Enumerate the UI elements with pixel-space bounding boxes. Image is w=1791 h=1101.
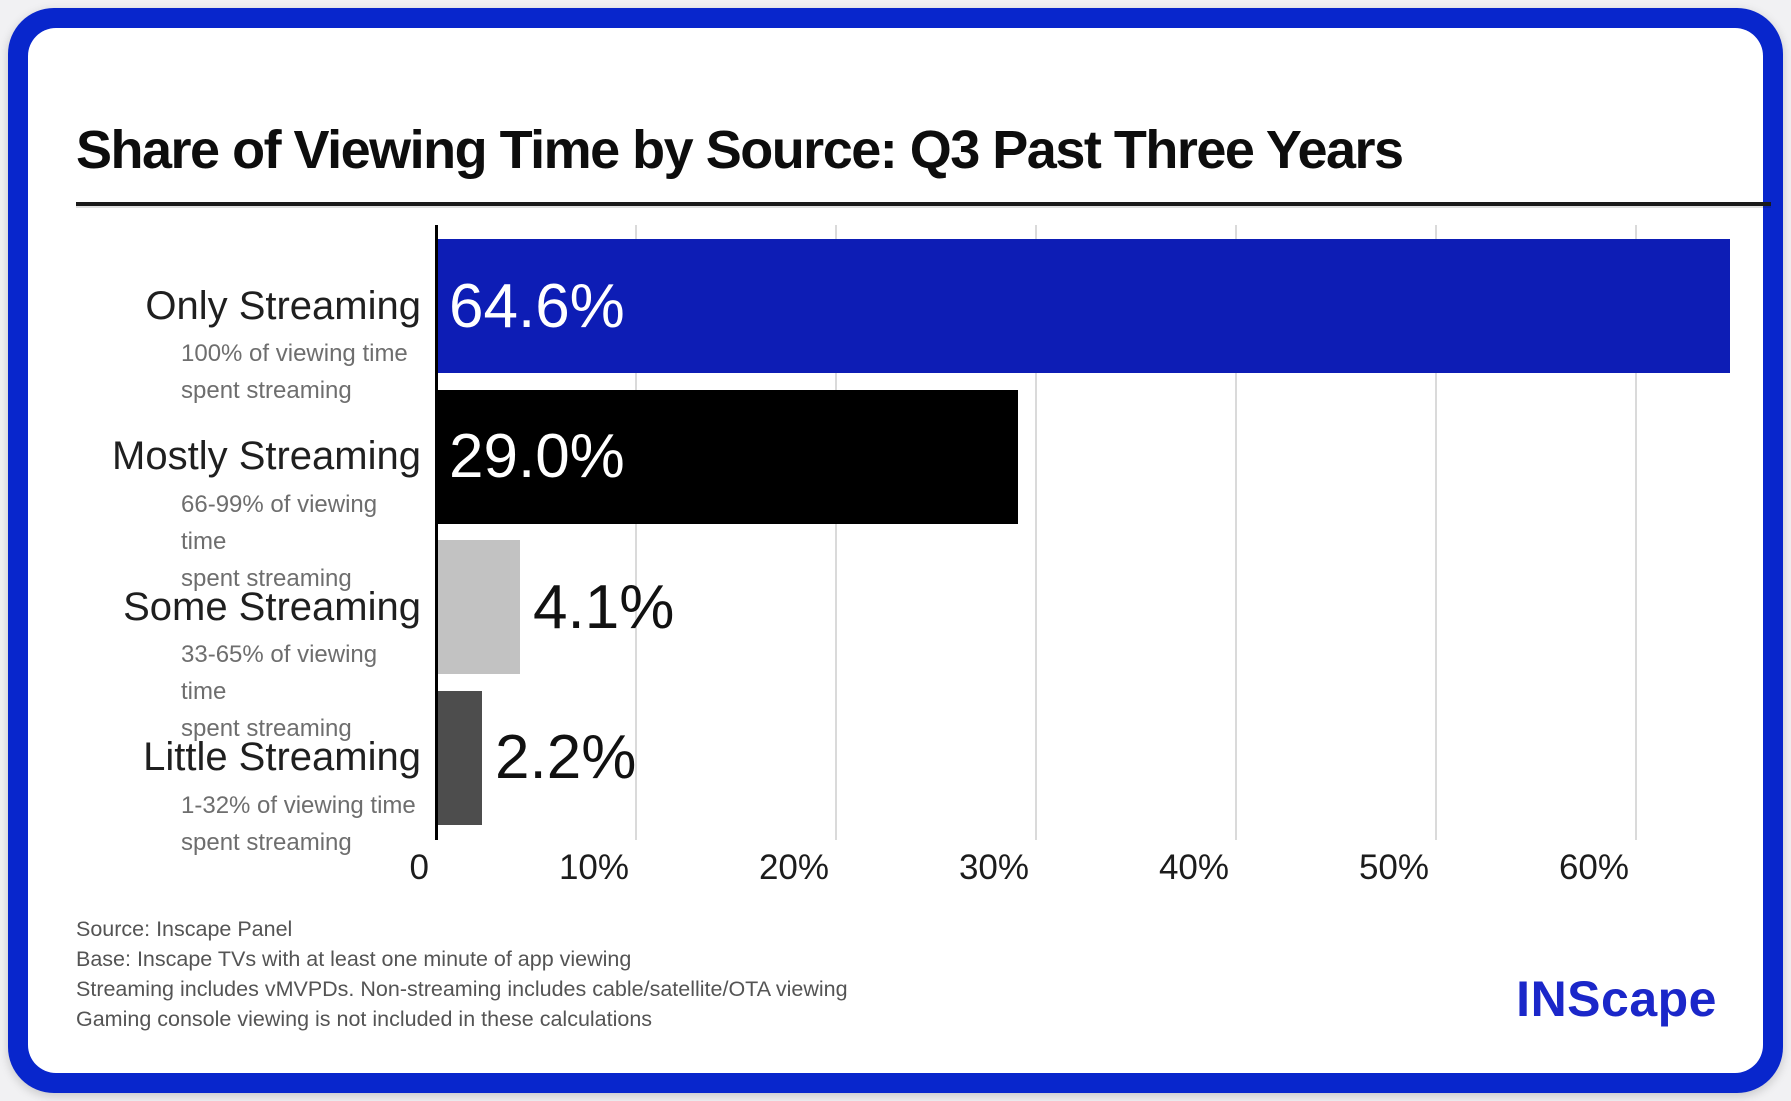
title-divider	[76, 202, 1771, 206]
footnote-line: Base: Inscape TVs with at least one minu…	[76, 947, 632, 971]
footnote-block: Source: Inscape Panel Base: Inscape TVs …	[76, 914, 848, 1034]
x-tick-label: 60%	[1558, 848, 1629, 887]
gridline	[635, 225, 637, 840]
gridline	[835, 225, 837, 840]
x-tick-label: 50%	[1358, 848, 1429, 887]
category-subtitle: 33-65% of viewing time spent streaming	[181, 641, 378, 742]
gridline	[1635, 225, 1637, 840]
x-tick-label: 20%	[758, 848, 829, 887]
gridline	[1435, 225, 1437, 840]
category-subtitle: 1-32% of viewing time spent streaming	[181, 791, 416, 856]
bar-value-label: 29.0%	[449, 422, 625, 491]
bar-chart: 0 10% 20% 30% 40% 50% 60% 64.6% Only Streaming 10…	[76, 218, 1773, 908]
bar-value-label: 4.1%	[533, 572, 675, 642]
x-tick-label: 40%	[1158, 848, 1229, 887]
x-axis-zero-line	[435, 225, 438, 840]
category-subtitle: 100% of viewing time spent streaming	[181, 340, 408, 404]
bar-value-label: 2.2%	[495, 723, 637, 792]
category-label: Only Streaming	[145, 283, 421, 328]
footnote-line: Gaming console viewing is not included i…	[76, 1007, 653, 1031]
bar-value-label: 64.6%	[449, 271, 625, 341]
x-tick-label: 30%	[958, 848, 1029, 887]
gridline	[1235, 225, 1237, 840]
chart-card: Share of Viewing Time by Source: Q3 Past…	[28, 28, 1771, 1073]
blue-border-frame: Share of Viewing Time by Source: Q3 Past…	[8, 8, 1783, 1093]
category-subtitle: 66-99% of viewing time spent streaming	[181, 490, 378, 592]
footnote-line: Source: Inscape Panel	[76, 917, 293, 941]
category-label: Some Streaming	[123, 584, 421, 629]
inscape-logo: INScape	[1516, 971, 1717, 1027]
chart-title: Share of Viewing Time by Source: Q3 Past…	[76, 120, 1404, 180]
bar-some-streaming	[438, 540, 520, 674]
x-tick-label: 0	[409, 848, 429, 887]
bar-little-streaming	[438, 690, 482, 825]
bar-mostly-streaming	[438, 389, 1018, 524]
footnote-line: Streaming includes vMVPDs. Non-streaming…	[76, 977, 848, 1001]
category-label: Mostly Streaming	[112, 434, 421, 478]
gridline	[1035, 225, 1037, 840]
category-label: Little Streaming	[143, 735, 421, 779]
x-tick-label: 10%	[558, 848, 629, 887]
bar-only-streaming	[438, 239, 1730, 373]
